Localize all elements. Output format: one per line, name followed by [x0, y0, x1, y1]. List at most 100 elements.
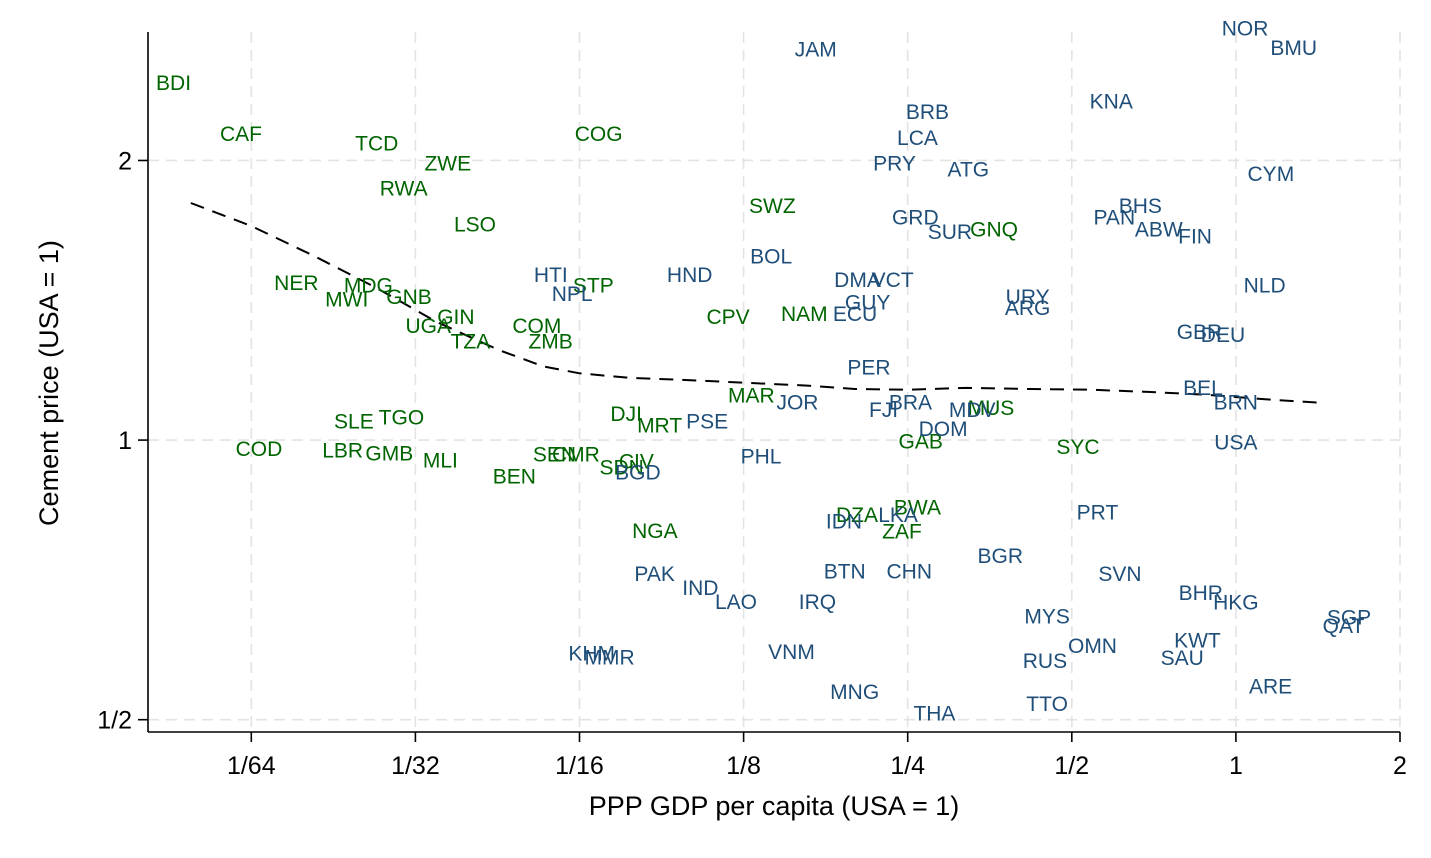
point-label-mdg: MDG — [344, 275, 393, 298]
point-label-phl: PHL — [741, 446, 782, 469]
point-label-dji: DJI — [610, 403, 642, 426]
point-label-tcd: TCD — [355, 133, 398, 156]
point-label-cmr: CMR — [552, 444, 600, 467]
point-label-cog: COG — [575, 123, 623, 146]
point-label-ecu: ECU — [833, 303, 877, 326]
point-label-brb: BRB — [906, 101, 949, 124]
point-label-mmr: MMR — [585, 646, 635, 669]
point-label-sen: SEN — [533, 444, 576, 467]
point-label-civ: CIV — [619, 450, 654, 473]
point-label-lka: LKA — [878, 504, 918, 527]
point-label-are: ARE — [1249, 676, 1292, 699]
x-tick-label: 1/8 — [726, 752, 761, 780]
point-label-cym: CYM — [1248, 163, 1295, 186]
point-label-mrt: MRT — [637, 414, 682, 437]
point-label-pse: PSE — [686, 410, 728, 433]
point-label-fji: FJI — [869, 399, 898, 422]
grid-layer — [148, 32, 1401, 732]
point-label-idn: IDN — [826, 511, 862, 534]
point-label-tgo: TGO — [379, 407, 425, 430]
point-label-mar: MAR — [728, 384, 775, 407]
point-label-tto: TTO — [1026, 693, 1068, 716]
point-label-ner: NER — [274, 272, 318, 295]
point-label-lca: LCA — [897, 127, 938, 150]
point-label-atg: ATG — [948, 159, 990, 182]
point-label-gin: GIN — [437, 306, 474, 329]
point-label-khm: KHM — [568, 642, 615, 665]
point-label-pak: PAK — [634, 563, 674, 586]
point-label-lao: LAO — [715, 591, 757, 614]
point-label-hti: HTI — [534, 264, 568, 287]
point-label-cod: COD — [236, 438, 283, 461]
point-label-mwi: MWI — [325, 289, 368, 312]
point-label-hkg: HKG — [1213, 592, 1259, 615]
point-label-lso: LSO — [454, 214, 496, 237]
point-label-abw: ABW — [1135, 218, 1183, 241]
point-label-hnd: HND — [667, 264, 713, 287]
point-label-stp: STP — [573, 275, 614, 298]
point-label-mys: MYS — [1024, 606, 1070, 629]
point-label-bel: BEL — [1183, 377, 1223, 400]
point-label-tha: THA — [913, 703, 955, 726]
point-label-kwt: KWT — [1174, 629, 1221, 652]
y-tick-label: 2 — [118, 147, 132, 175]
x-tick-label: 1/2 — [1054, 752, 1089, 780]
point-label-rwa: RWA — [380, 178, 428, 201]
point-label-btn: BTN — [824, 560, 866, 583]
point-label-mng: MNG — [830, 681, 879, 704]
point-label-zmb: ZMB — [528, 331, 572, 354]
point-label-gnq: GNQ — [970, 218, 1018, 241]
x-tick-label: 1/4 — [890, 752, 925, 780]
point-label-bhr: BHR — [1179, 582, 1223, 605]
point-label-dma: DMA — [834, 269, 881, 292]
point-label-sle: SLE — [334, 410, 374, 433]
fit-line — [190, 202, 1326, 405]
fit-line-layer — [190, 202, 1326, 405]
point-label-bmu: BMU — [1270, 37, 1317, 60]
point-label-lbr: LBR — [322, 439, 363, 462]
point-label-chn: CHN — [887, 560, 933, 583]
x-tick-label: 1/16 — [555, 752, 604, 780]
point-label-sur: SUR — [928, 221, 972, 244]
point-label-bwa: BWA — [894, 497, 941, 520]
point-label-zaf: ZAF — [882, 521, 922, 544]
axes-layer: 1/64 1/32 1/16 1/8 1/4 1/2 1 2 1/2 1 2 — [97, 32, 1407, 780]
y-tick-label: 1 — [118, 427, 132, 455]
point-label-nam: NAM — [781, 303, 828, 326]
point-label-sau: SAU — [1161, 647, 1204, 670]
point-label-dom: DOM — [919, 418, 968, 441]
point-label-caf: CAF — [220, 123, 262, 146]
point-label-sgp: SGP — [1327, 606, 1371, 629]
x-tick-label: 1/32 — [391, 752, 440, 780]
point-label-ury: URY — [1006, 286, 1050, 309]
point-label-bra: BRA — [889, 392, 932, 415]
point-label-prt: PRT — [1077, 501, 1119, 524]
point-label-bol: BOL — [750, 246, 792, 269]
point-label-omn: OMN — [1068, 635, 1117, 658]
point-label-pry: PRY — [873, 152, 916, 175]
point-label-jam: JAM — [795, 38, 837, 61]
point-label-deu: DEU — [1201, 324, 1245, 347]
point-label-gbr: GBR — [1177, 321, 1223, 344]
point-label-sdn: SDN — [599, 456, 643, 479]
point-label-usa: USA — [1214, 431, 1257, 454]
point-label-ind: IND — [682, 577, 718, 600]
x-tick-label: 1 — [1229, 752, 1243, 780]
point-label-zwe: ZWE — [424, 152, 471, 175]
point-label-bgr: BGR — [978, 545, 1024, 568]
point-label-arg: ARG — [1005, 297, 1051, 320]
point-label-syc: SYC — [1056, 436, 1099, 459]
point-label-tza: TZA — [451, 331, 491, 354]
point-label-grd: GRD — [892, 207, 939, 230]
x-axis-title: PPP GDP per capita (USA = 1) — [589, 791, 959, 821]
point-label-fin: FIN — [1178, 226, 1212, 249]
point-label-jor: JOR — [776, 392, 818, 415]
x-tick-label: 1/64 — [227, 752, 276, 780]
x-tick-label: 2 — [1393, 752, 1407, 780]
point-label-nga: NGA — [632, 520, 678, 543]
point-label-npl: NPL — [552, 283, 593, 306]
point-label-gab: GAB — [899, 430, 943, 453]
point-label-kna: KNA — [1090, 91, 1133, 114]
